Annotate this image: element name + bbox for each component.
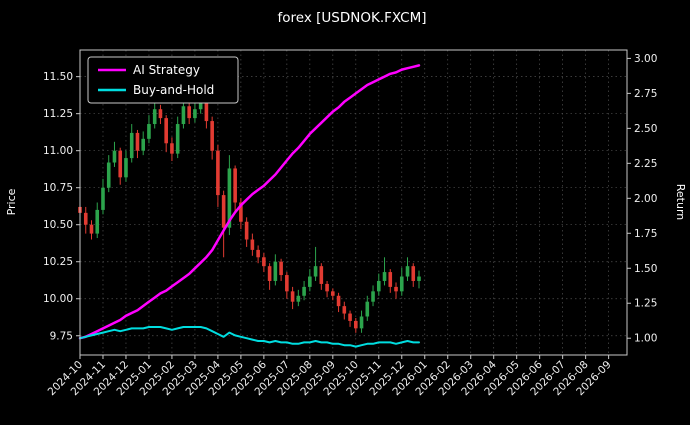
candle-body: [417, 276, 421, 281]
candle-body: [382, 272, 387, 281]
right-axis-tick-label: 2.25: [634, 158, 657, 170]
candle-body: [359, 316, 364, 329]
candle-body: [256, 249, 260, 258]
candle-body: [302, 286, 306, 296]
left-axis-label: Price: [5, 188, 18, 215]
plot-area: 9.75 10.00 10.25 10.50 10.75 11.00 11.25 11.50 1…: [43, 49, 657, 398]
candle-body: [204, 98, 209, 122]
candle-body: [118, 150, 123, 178]
candle-body: [158, 109, 163, 119]
right-axis-tick-label: 1.75: [634, 228, 657, 240]
candle-body: [141, 138, 146, 151]
candle-body: [101, 187, 105, 210]
candle-body: [331, 291, 335, 296]
series-line-ai-strategy: [78, 64, 421, 340]
candle-body: [342, 306, 347, 314]
candle-body: [124, 158, 128, 178]
candle-body: [181, 106, 186, 125]
candle-body: [193, 109, 197, 119]
candle-body: [313, 266, 318, 277]
candle-body: [285, 275, 289, 292]
right-axis-label: Return: [674, 184, 687, 221]
legend-box: [87, 56, 239, 104]
candle-body: [135, 132, 140, 151]
series-line-buy-and-hold: [79, 326, 420, 348]
candle-body: [170, 143, 174, 154]
candle-body: [106, 162, 111, 188]
chart-title: forex [USDNOK.FXCM]: [278, 10, 427, 26]
right-axis-tick-label: 2.75: [634, 88, 657, 100]
legend-label: AI Strategy: [133, 63, 200, 77]
candle-body: [325, 283, 329, 292]
candle-body: [221, 195, 226, 228]
candle-body: [296, 295, 301, 302]
candle-body: [399, 276, 404, 292]
candle-body: [405, 266, 410, 277]
candle-body: [187, 106, 191, 119]
right-axis-tick-label: 2.50: [634, 123, 657, 135]
right-axis-tick-label: 1.25: [634, 298, 657, 310]
left-axis-tick-label: 11.25: [43, 108, 73, 120]
plot-border: [79, 49, 628, 356]
candle-body: [273, 261, 278, 281]
left-axis-tick-label: 9.75: [50, 330, 73, 342]
candle-body: [233, 168, 237, 203]
candle-body: [198, 98, 203, 110]
candle-body: [290, 291, 295, 302]
right-axis-tick-label: 1.50: [634, 263, 657, 275]
candle-body: [239, 202, 243, 222]
candle-body: [319, 266, 324, 284]
right-axis-tick-label: 3.00: [634, 53, 657, 65]
candle-body: [216, 150, 220, 196]
candle-body: [371, 291, 375, 302]
left-axis-tick-label: 11.50: [43, 71, 73, 83]
candle-body: [147, 124, 151, 139]
left-axis-tick-label: 10.50: [43, 219, 73, 231]
left-axis-tick-label: 10.75: [43, 182, 73, 194]
legend-label: Buy-and-Hold: [133, 83, 214, 97]
candle-body: [95, 209, 100, 234]
candle-body: [353, 320, 358, 329]
candle-body: [129, 132, 134, 159]
right-axis-tick-label: 2.00: [634, 193, 657, 205]
candle-body: [308, 276, 312, 287]
candle-body: [262, 257, 266, 267]
candle-body: [365, 301, 370, 317]
candle-body: [336, 295, 341, 307]
left-axis-tick-label: 10.25: [43, 256, 73, 268]
candle-body: [175, 124, 180, 154]
candle-body: [388, 272, 393, 287]
candle-body: [210, 121, 214, 151]
left-axis-tick-label: 11.00: [43, 145, 73, 157]
candle-body: [394, 286, 398, 292]
candle-body: [376, 280, 381, 292]
candle-body: [279, 261, 283, 276]
candle-body: [250, 239, 255, 250]
candle-body: [83, 212, 88, 225]
left-axis-tick-label: 10.00: [43, 293, 73, 305]
candle-body: [112, 150, 117, 163]
candle-body: [152, 109, 157, 125]
candle-body: [348, 313, 352, 321]
candle-body: [267, 266, 272, 281]
candle-body: [411, 266, 416, 281]
candle-body: [244, 221, 249, 240]
candle-body: [164, 118, 168, 144]
candle-body: [227, 168, 232, 228]
candle-body: [89, 224, 94, 234]
right-axis-tick-label: 1.00: [634, 333, 657, 345]
